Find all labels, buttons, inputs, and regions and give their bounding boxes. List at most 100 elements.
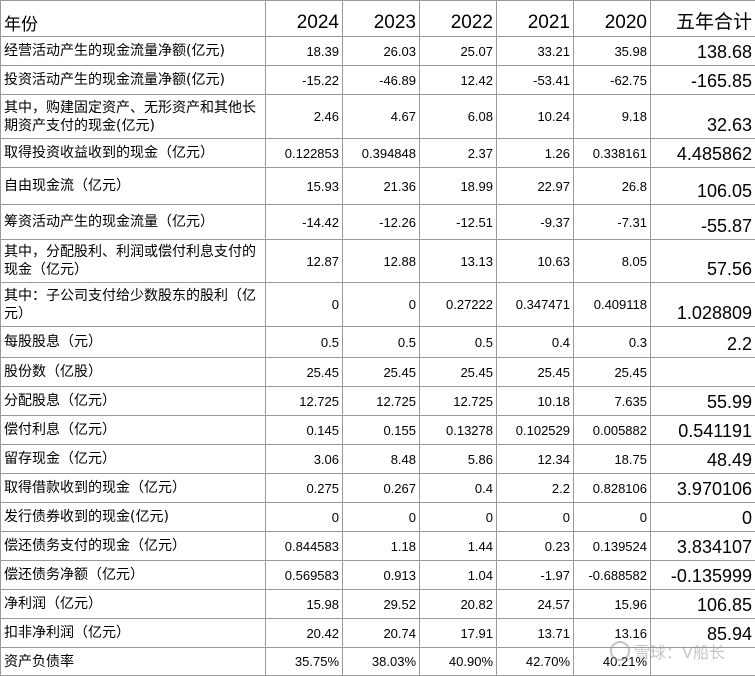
cell-total: 2.2 bbox=[651, 327, 755, 358]
cell-value: 21.36 bbox=[343, 168, 420, 205]
cell-value: 0.27222 bbox=[420, 283, 497, 327]
cell-value: 0.5 bbox=[266, 327, 343, 358]
cell-value: 25.45 bbox=[497, 358, 574, 387]
cell-value: 0.122853 bbox=[266, 139, 343, 168]
cell-value: 0.155 bbox=[343, 416, 420, 445]
header-year-2024: 2024 bbox=[266, 1, 343, 37]
row-label: 经营活动产生的现金流量净额(亿元) bbox=[1, 37, 266, 66]
cell-value: 18.39 bbox=[266, 37, 343, 66]
header-year-2023: 2023 bbox=[343, 1, 420, 37]
cell-value: 0 bbox=[343, 503, 420, 532]
cell-value: 2.37 bbox=[420, 139, 497, 168]
cell-value: 42.70% bbox=[497, 648, 574, 676]
cell-value: 13.13 bbox=[420, 240, 497, 283]
cell-value: 0.275 bbox=[266, 474, 343, 503]
cell-value: 10.24 bbox=[497, 95, 574, 139]
cell-value: 1.26 bbox=[497, 139, 574, 168]
cell-value: 0.145 bbox=[266, 416, 343, 445]
row-label: 每股股息（元） bbox=[1, 327, 266, 358]
cell-total: 32.63 bbox=[651, 95, 755, 139]
cell-value: 22.97 bbox=[497, 168, 574, 205]
cell-value: 0 bbox=[266, 503, 343, 532]
cell-value: 0.13278 bbox=[420, 416, 497, 445]
header-total: 五年合计 bbox=[651, 1, 755, 37]
row-label: 筹资活动产生的现金流量（亿元） bbox=[1, 205, 266, 240]
cell-value: 35.75% bbox=[266, 648, 343, 676]
cell-total bbox=[651, 358, 755, 387]
header-year-2022: 2022 bbox=[420, 1, 497, 37]
cell-total: 3.834107 bbox=[651, 532, 755, 561]
cell-value: 0.338161 bbox=[574, 139, 651, 168]
header-year-2020: 2020 bbox=[574, 1, 651, 37]
cell-value: 5.86 bbox=[420, 445, 497, 474]
cell-total: 55.99 bbox=[651, 387, 755, 416]
cell-value: 33.21 bbox=[497, 37, 574, 66]
cell-value: 26.03 bbox=[343, 37, 420, 66]
header-label: 年份 bbox=[1, 1, 266, 37]
cell-value: 35.98 bbox=[574, 37, 651, 66]
cell-value: 17.91 bbox=[420, 619, 497, 648]
cell-value: 3.06 bbox=[266, 445, 343, 474]
cell-value: 0.569583 bbox=[266, 561, 343, 590]
cell-value: 13.16 bbox=[574, 619, 651, 648]
row-label: 取得投资收益收到的现金（亿元） bbox=[1, 139, 266, 168]
cell-value: 9.18 bbox=[574, 95, 651, 139]
row-label: 偿付利息（亿元） bbox=[1, 416, 266, 445]
cell-value: 8.48 bbox=[343, 445, 420, 474]
cell-value: 0.005882 bbox=[574, 416, 651, 445]
row-label: 投资活动产生的现金流量净额(亿元) bbox=[1, 66, 266, 95]
cell-value: 25.45 bbox=[420, 358, 497, 387]
cell-value: 18.99 bbox=[420, 168, 497, 205]
cell-value: 0 bbox=[574, 503, 651, 532]
cell-value: 15.96 bbox=[574, 590, 651, 619]
cell-value: 0 bbox=[266, 283, 343, 327]
cell-total: 138.68 bbox=[651, 37, 755, 66]
cell-value: 20.82 bbox=[420, 590, 497, 619]
cell-total: 48.49 bbox=[651, 445, 755, 474]
cell-value: 12.725 bbox=[420, 387, 497, 416]
row-label: 其中，购建固定资产、无形资产和其他长期资产支付的现金(亿元) bbox=[1, 95, 266, 139]
header-year-2021: 2021 bbox=[497, 1, 574, 37]
cell-value: -9.37 bbox=[497, 205, 574, 240]
cell-total: -165.85 bbox=[651, 66, 755, 95]
cell-value: 12.34 bbox=[497, 445, 574, 474]
cell-value: 24.57 bbox=[497, 590, 574, 619]
cell-value: 0 bbox=[497, 503, 574, 532]
row-label: 留存现金（亿元） bbox=[1, 445, 266, 474]
row-label: 偿还债务净额（亿元） bbox=[1, 561, 266, 590]
cell-total: 3.970106 bbox=[651, 474, 755, 503]
cell-value: 0.102529 bbox=[497, 416, 574, 445]
cell-value: 13.71 bbox=[497, 619, 574, 648]
cell-value: 25.07 bbox=[420, 37, 497, 66]
cell-total: 0 bbox=[651, 503, 755, 532]
cell-value: 25.45 bbox=[266, 358, 343, 387]
cell-value: 0 bbox=[420, 503, 497, 532]
cell-value: 0.4 bbox=[497, 327, 574, 358]
cell-value: 20.74 bbox=[343, 619, 420, 648]
cell-value: 29.52 bbox=[343, 590, 420, 619]
cell-value: 10.63 bbox=[497, 240, 574, 283]
cell-value: 1.04 bbox=[420, 561, 497, 590]
cell-value: 0.394848 bbox=[343, 139, 420, 168]
cell-value: 1.18 bbox=[343, 532, 420, 561]
cell-value: 2.46 bbox=[266, 95, 343, 139]
cell-total: 106.05 bbox=[651, 168, 755, 205]
cell-value: 25.45 bbox=[343, 358, 420, 387]
cell-value: -12.51 bbox=[420, 205, 497, 240]
row-label: 分配股息（亿元） bbox=[1, 387, 266, 416]
cell-value: 38.03% bbox=[343, 648, 420, 676]
cell-value: 0.4 bbox=[420, 474, 497, 503]
cell-value: 8.05 bbox=[574, 240, 651, 283]
header-row: 年份 2024 2023 2022 2021 2020 五年合计 bbox=[1, 1, 755, 37]
table-row: 筹资活动产生的现金流量（亿元）-14.42-12.26-12.51-9.37-7… bbox=[1, 205, 755, 240]
